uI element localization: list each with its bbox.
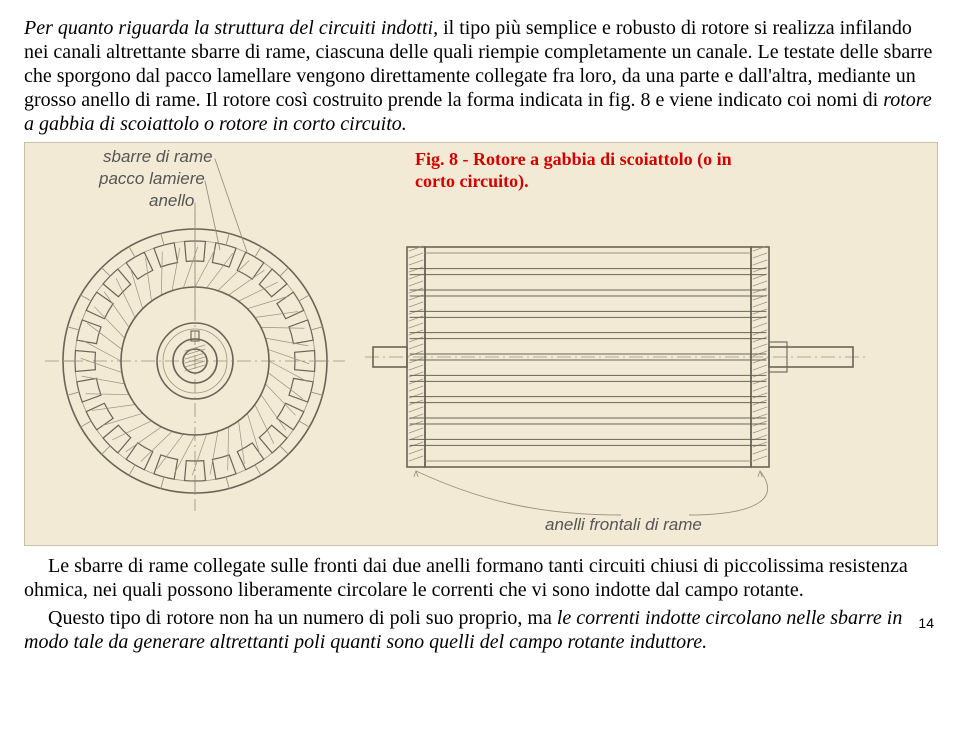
paragraph-1: Per quanto riguarda la struttura del cir…: [24, 16, 936, 136]
p3-lead: Questo tipo di rotore non ha un numero d…: [48, 607, 557, 629]
label-anello: anello: [149, 191, 194, 211]
label-anelli-frontali: anelli frontali di rame: [545, 515, 702, 535]
figure-caption: Fig. 8 - Rotore a gabbia di scoiattolo (…: [415, 149, 775, 192]
p1-lead-italic: Per quanto riguarda la struttura del cir…: [24, 17, 438, 39]
label-pacco-lamiere: pacco lamiere: [99, 169, 205, 189]
paragraph-3: Questo tipo di rotore non ha un numero d…: [24, 606, 936, 654]
paragraph-2: Le sbarre di rame collegate sulle fronti…: [24, 554, 936, 602]
label-sbarre-di-rame: sbarre di rame: [103, 147, 213, 167]
page-number: 14: [894, 615, 934, 632]
figure-8: Fig. 8 - Rotore a gabbia di scoiattolo (…: [24, 142, 938, 546]
